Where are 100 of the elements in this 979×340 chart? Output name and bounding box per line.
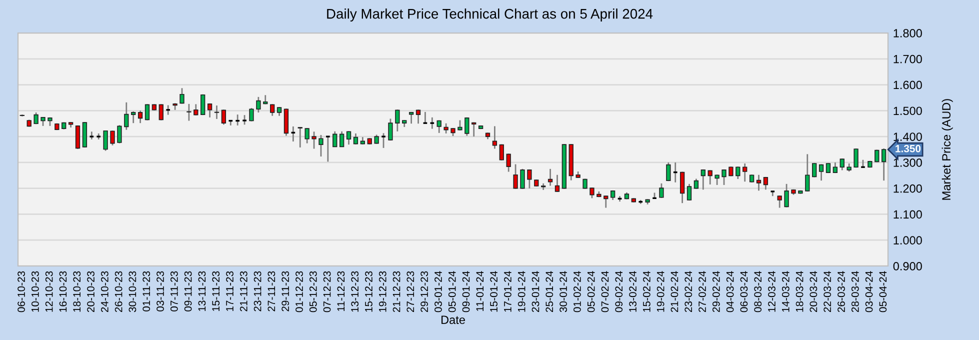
candlestick: [464, 116, 470, 136]
x-tick-label: 23-01-24: [532, 271, 540, 312]
x-tick-label: 23-02-24: [684, 271, 692, 312]
x-tick-label: 15-11-23: [212, 271, 220, 311]
x-tick-label: 27-11-23: [268, 271, 276, 312]
x-tick-label: 24-10-23: [100, 271, 108, 312]
x-tick-label: 14-03-24: [782, 271, 790, 312]
candlestick: [318, 134, 324, 158]
x-tick-label: 26-10-23: [114, 271, 122, 312]
candlestick: [700, 168, 706, 190]
x-tick-label: 27-12-23: [406, 271, 414, 312]
candlestick: [124, 102, 129, 131]
candlestick: [686, 183, 692, 202]
x-tick-label: 09-11-23: [184, 271, 192, 312]
candlestick: [722, 168, 726, 186]
candlestick: [444, 122, 448, 134]
candlestick: [513, 164, 518, 190]
y-tick-label: 1.000: [894, 236, 922, 245]
x-tick-label: 18-10-23: [73, 271, 81, 312]
candlestick: [249, 107, 254, 122]
x-tick-label: 30-10-23: [128, 271, 136, 312]
x-tick-label: 26-03-24: [838, 271, 845, 312]
candlestick: [777, 194, 782, 208]
candlestick: [590, 186, 594, 199]
candlestick: [429, 116, 435, 130]
y-tick-label: 0.900: [893, 262, 922, 270]
candlestick: [234, 114, 240, 126]
candlestick: [144, 104, 150, 121]
y-tick-label: 1.500: [894, 106, 922, 116]
y-tick-label: 1.600: [894, 80, 922, 90]
candlestick: [256, 96, 261, 114]
x-tick-label: 21-02-24: [670, 271, 678, 312]
candlestick: [117, 124, 122, 144]
candlestick: [520, 168, 525, 190]
x-tick-label: 27-02-24: [698, 271, 706, 312]
x-tick-label: 29-12-23: [420, 271, 428, 312]
x-tick-label: 05-12-23: [309, 271, 317, 312]
candlestick: [694, 178, 699, 190]
x-tick-label: 17-01-24: [504, 271, 512, 312]
x-tick-label: 22-03-24: [824, 271, 832, 312]
candlestick: [221, 108, 226, 126]
x-tick-label: 11-01-24: [476, 271, 484, 311]
candlestick: [270, 104, 275, 117]
x-tick-label: 03-11-23: [156, 271, 164, 312]
x-tick-label: 07-02-24: [601, 271, 609, 312]
candlestick: [325, 135, 331, 162]
candlestick: [374, 134, 379, 144]
y-tick-label: 1.800: [894, 29, 922, 38]
candlestick: [131, 110, 136, 124]
x-tick-label: 05-02-24: [587, 271, 595, 312]
x-tick-label: 23-11-23: [254, 271, 262, 312]
x-tick-label: 05-01-24: [448, 271, 456, 312]
x-tick-label: 01-02-24: [574, 271, 581, 312]
candlestick: [138, 110, 143, 124]
x-axis-title: Date: [442, 316, 465, 324]
candlestick: [436, 120, 442, 134]
candlestick: [75, 124, 80, 150]
x-tick-label: 29-11-23: [282, 271, 290, 312]
candlestick: [672, 162, 678, 184]
x-tick-label: 29-02-24: [712, 271, 720, 312]
x-tick-label: 06-10-23: [18, 271, 25, 312]
x-tick-label: 19-12-23: [378, 271, 386, 312]
candlestick: [339, 130, 344, 148]
x-tick-label: 09-01-24: [462, 271, 470, 312]
x-tick-label: 13-02-24: [629, 271, 636, 312]
candlestick: [506, 152, 511, 172]
candlestick: [346, 130, 352, 146]
candlestick: [527, 168, 532, 190]
x-tick-label: 01-11-23: [142, 271, 150, 312]
candlestick: [659, 182, 664, 199]
x-tick-label: 13-12-23: [351, 271, 359, 312]
candlestick: [604, 194, 608, 208]
candlestick: [554, 174, 560, 193]
x-tick-label: 09-02-24: [615, 271, 623, 312]
x-tick-label: 20-10-23: [87, 271, 94, 312]
candlestick: [742, 162, 748, 182]
candlestick: [458, 120, 462, 132]
candlestick: [380, 132, 386, 149]
y-tick-label: 1.700: [894, 54, 922, 64]
y-tick-label: 1.100: [894, 210, 922, 219]
y-axis-title: Market Price (AUD): [942, 99, 953, 200]
x-tick-label: 05-04-24: [879, 271, 887, 312]
x-tick-label: 16-10-23: [59, 271, 67, 312]
x-tick-label: 07-12-23: [323, 271, 331, 312]
candlestick: [180, 87, 184, 104]
x-tick-label: 20-03-24: [810, 271, 818, 312]
candlestick: [882, 148, 886, 182]
x-tick-label: 03-04-24: [865, 271, 873, 312]
x-tick-label: 18-03-24: [796, 271, 804, 312]
candlestick: [680, 171, 685, 204]
candlestick: [416, 108, 421, 124]
candlestick: [388, 118, 393, 142]
x-tick-label: 15-01-24: [490, 271, 498, 312]
candlestick: [472, 122, 476, 138]
candlestick: [194, 104, 198, 116]
candlestick: [110, 130, 115, 146]
candlestick: [395, 108, 400, 132]
x-tick-label: 30-01-24: [560, 271, 567, 312]
candlestick: [304, 127, 310, 144]
candlestick: [492, 126, 498, 150]
